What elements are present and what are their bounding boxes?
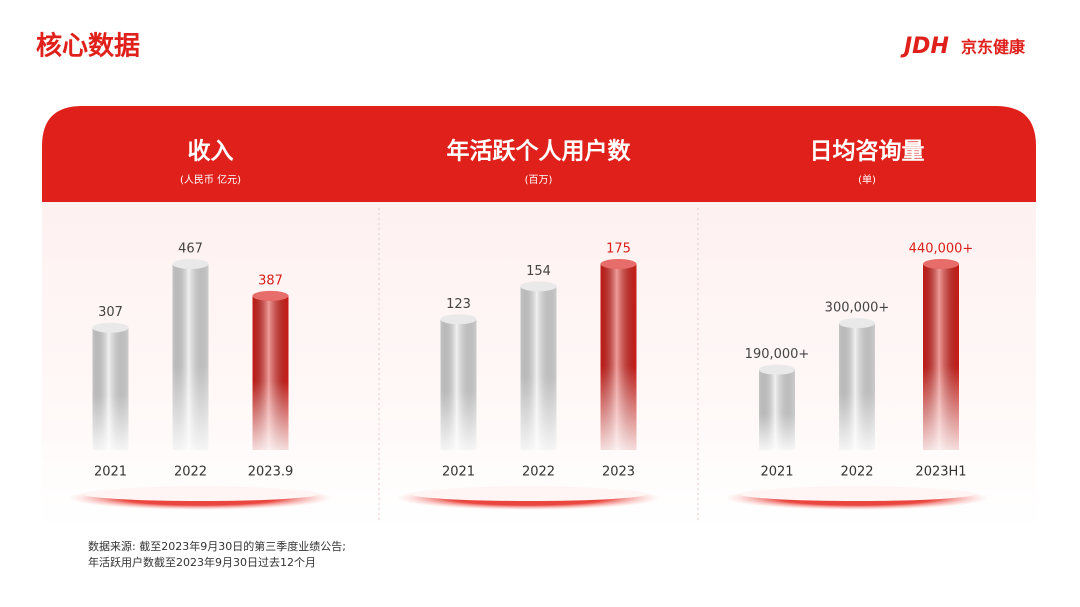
bar-cap (839, 318, 875, 329)
bar-cap (92, 322, 129, 333)
value-label: 467 (178, 242, 203, 257)
footnote: 年活跃用户数截至2023年9月30日过去12个月 (88, 555, 316, 569)
bar-cap (172, 259, 209, 269)
x-tick-label: 2022 (522, 465, 555, 480)
footnote: 数据来源: 截至2023年9月30日的第三季度业绩公告; (88, 539, 346, 553)
logo-mark: JDH (900, 34, 949, 59)
bar-fade (759, 369, 795, 450)
bar-cap-shine (440, 314, 477, 325)
x-tick-label: 2023H1 (915, 465, 966, 480)
bar-fade (252, 295, 289, 450)
bar-fade (92, 327, 129, 450)
bar-cap-shine (172, 259, 209, 269)
bar-fade (172, 264, 209, 450)
bar-cap-shine (839, 318, 875, 329)
chart-title: 日均咨询量 (810, 138, 925, 165)
x-tick-label: 2021 (760, 465, 793, 480)
bar-fade (923, 264, 959, 450)
bar-cap-shine (923, 259, 959, 269)
bar-cap-shine (759, 364, 795, 375)
value-label: 190,000+ (745, 347, 810, 362)
value-label: 154 (526, 264, 551, 279)
bar-fade (600, 264, 637, 450)
base-top (739, 487, 975, 501)
chart-subtitle: (百万) (525, 174, 553, 186)
value-label: 300,000+ (825, 301, 890, 316)
x-tick-label: 2021 (442, 465, 475, 480)
chart-subtitle: (单) (858, 174, 876, 186)
bar-fade (440, 319, 477, 450)
value-label: 307 (98, 305, 123, 320)
bar-fade (520, 286, 557, 450)
slide-title: 核心数据 (36, 31, 140, 62)
header-band (42, 106, 1036, 202)
value-label: 123 (446, 297, 471, 312)
base-top (410, 487, 647, 501)
chart-title: 年活跃个人用户数 (447, 138, 632, 165)
value-label: 387 (258, 273, 283, 288)
x-tick-label: 2022 (174, 465, 207, 480)
value-label: 175 (606, 242, 631, 257)
bar-cap-shine (92, 322, 129, 333)
bar-cap-shine (520, 281, 557, 292)
bar-cap (923, 259, 959, 269)
x-tick-label: 2023 (602, 465, 635, 480)
base-top (82, 487, 319, 501)
bar-cap (252, 290, 289, 301)
x-tick-label: 2022 (840, 465, 873, 480)
bar-cap (520, 281, 557, 292)
bar-fade (839, 323, 875, 450)
bar-cap-shine (252, 290, 289, 301)
bar-cap (600, 259, 637, 269)
value-label: 440,000+ (909, 242, 974, 257)
bar-cap (440, 314, 477, 325)
x-tick-label: 2021 (94, 465, 127, 480)
chart-subtitle: (人民币 亿元) (180, 173, 241, 186)
logo-text: 京东健康 (961, 38, 1026, 57)
x-tick-label: 2023.9 (248, 465, 294, 480)
chart-title: 收入 (188, 138, 234, 165)
bar-cap (759, 364, 795, 375)
bar-cap-shine (600, 259, 637, 269)
